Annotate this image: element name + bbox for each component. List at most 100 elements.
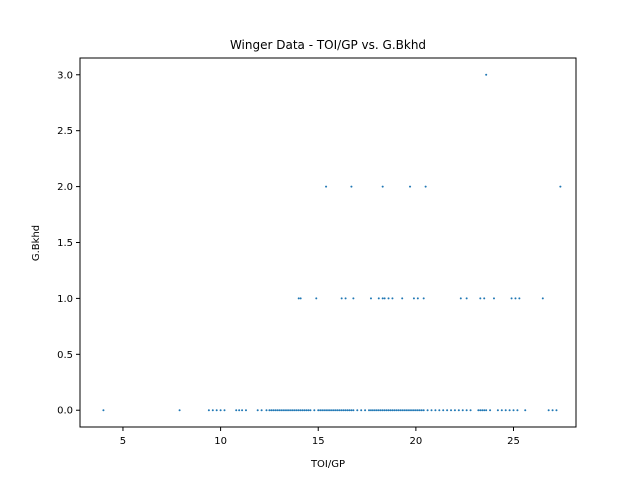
data-point (409, 185, 412, 188)
data-point (481, 409, 484, 412)
data-point (319, 409, 322, 412)
data-point (555, 409, 558, 412)
data-point (483, 297, 486, 300)
data-point (336, 409, 339, 412)
data-point (211, 409, 214, 412)
data-point (420, 409, 423, 412)
data-point (412, 297, 415, 300)
data-point (352, 297, 355, 300)
data-point (469, 409, 472, 412)
data-point (401, 297, 404, 300)
data-point (381, 297, 384, 300)
data-point (369, 297, 372, 300)
x-axis: 5 10 15 20 25 (120, 427, 520, 447)
data-point (416, 297, 419, 300)
data-point (426, 409, 429, 412)
data-point (268, 409, 271, 412)
plot-frame (79, 57, 577, 428)
data-point (403, 409, 406, 412)
data-point (338, 409, 341, 412)
data-point (418, 409, 421, 412)
data-points (102, 73, 562, 412)
data-point (285, 409, 288, 412)
data-point (381, 185, 384, 188)
data-point (377, 409, 380, 412)
data-point (385, 409, 388, 412)
data-point (291, 409, 294, 412)
data-point (313, 409, 316, 412)
data-point (442, 409, 445, 412)
data-point (483, 409, 486, 412)
data-point (412, 409, 415, 412)
data-point (305, 409, 308, 412)
data-point (297, 409, 300, 412)
data-point (414, 409, 417, 412)
data-point (309, 409, 312, 412)
data-point (303, 409, 306, 412)
data-point (274, 409, 277, 412)
data-point (395, 409, 398, 412)
data-point (514, 297, 517, 300)
data-point (287, 409, 290, 412)
data-point (207, 409, 210, 412)
y-tick-label: 0.0 (57, 406, 73, 417)
x-axis-title: TOI/GP (310, 459, 345, 470)
data-point (381, 409, 384, 412)
data-point (477, 409, 480, 412)
data-point (280, 409, 283, 412)
data-point (352, 409, 355, 412)
data-point (485, 73, 488, 76)
data-point (265, 409, 268, 412)
data-point (446, 409, 449, 412)
data-point (416, 409, 419, 412)
data-point (282, 409, 285, 412)
data-point (321, 409, 324, 412)
data-point (479, 409, 482, 412)
data-point (368, 409, 371, 412)
y-tick-label: 1.5 (57, 238, 73, 249)
data-point (278, 409, 281, 412)
data-point (512, 409, 515, 412)
data-point (383, 409, 386, 412)
data-point (272, 409, 275, 412)
data-point (260, 409, 263, 412)
data-point (407, 409, 410, 412)
data-point (373, 409, 376, 412)
x-tick-label: 5 (120, 436, 126, 447)
data-point (360, 409, 363, 412)
data-point (102, 409, 105, 412)
y-tick-label: 2.0 (57, 182, 73, 193)
data-point (450, 409, 453, 412)
data-point (438, 409, 441, 412)
data-point (223, 409, 226, 412)
data-point (397, 409, 400, 412)
data-point (301, 409, 304, 412)
data-point (289, 409, 292, 412)
y-axis: 0.0 0.5 1.0 1.5 2.0 2.5 3.0 (57, 70, 80, 417)
data-point (375, 409, 378, 412)
data-point (409, 409, 412, 412)
data-point (410, 409, 413, 412)
data-point (461, 409, 464, 412)
x-tick-label: 20 (410, 436, 423, 447)
data-point (342, 409, 345, 412)
y-tick-label: 1.0 (57, 294, 73, 305)
data-point (256, 409, 259, 412)
data-point (453, 409, 456, 412)
data-point (334, 409, 337, 412)
data-point (332, 409, 335, 412)
data-point (489, 409, 492, 412)
data-point (500, 409, 503, 412)
data-point (492, 297, 495, 300)
data-point (430, 409, 433, 412)
data-point (235, 409, 238, 412)
data-point (516, 409, 519, 412)
data-point (328, 409, 331, 412)
data-point (219, 409, 222, 412)
data-point (344, 409, 347, 412)
data-point (391, 297, 394, 300)
data-point (551, 409, 554, 412)
data-point (424, 185, 427, 188)
data-point (389, 409, 392, 412)
